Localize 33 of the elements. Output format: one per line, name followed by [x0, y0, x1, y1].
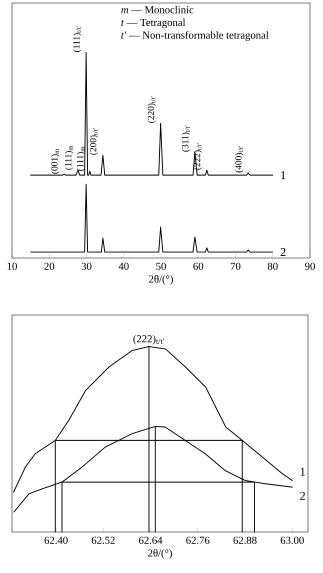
- text: m — Monoclinic: [121, 6, 194, 14]
- text: t — Tetragonal: [121, 18, 186, 28]
- x-tick-label: 62.40: [44, 536, 68, 544]
- x-tick-label: 20: [44, 262, 54, 270]
- x-tick-label: 40: [118, 262, 129, 270]
- annotation: (111)$_{m}$: [76, 146, 86, 171]
- text: t′ — Non-transformable tetragonal: [121, 31, 269, 41]
- x-tick-label: 62.88: [233, 536, 257, 544]
- x-tick-label: 30: [82, 262, 92, 270]
- annotation: (111)$_{m}$: [64, 146, 74, 170]
- x-tick-label: 63.00: [280, 536, 304, 544]
- x-axis-title: 2θ/(°): [149, 275, 173, 285]
- annotation: (222)$_{t/t′}$: [133, 334, 164, 345]
- x-tick-label: 80: [268, 262, 278, 270]
- annotation: (220)$_{t/t′}$: [148, 96, 156, 123]
- x-tick-label: 62.76: [186, 536, 210, 544]
- annotation: (200)$_{t/t′}$: [90, 128, 98, 155]
- series-label: 1: [300, 468, 305, 476]
- x-tick-label: 60: [193, 262, 204, 270]
- x-axis-title: 2θ/(°): [148, 549, 172, 559]
- annotation: (400)$_{t/t′}$: [235, 146, 244, 172]
- x-tick-label: 62.64: [139, 536, 162, 544]
- annotation: (311)$_{t/t′}$: [182, 126, 190, 152]
- series-label: 2: [280, 248, 286, 256]
- series-label: 2: [300, 492, 305, 500]
- x-tick-label: 50: [156, 262, 166, 270]
- series-label: 1: [281, 171, 286, 180]
- x-tick-label: 10: [8, 262, 17, 270]
- annotation: (111)$_{t/t′}$: [73, 26, 82, 52]
- x-tick-label: 62.52: [92, 536, 115, 544]
- annotation: (001)$_{m}$: [51, 148, 60, 174]
- x-tick-label: 70: [230, 262, 240, 270]
- x-tick-label: 90: [304, 262, 315, 270]
